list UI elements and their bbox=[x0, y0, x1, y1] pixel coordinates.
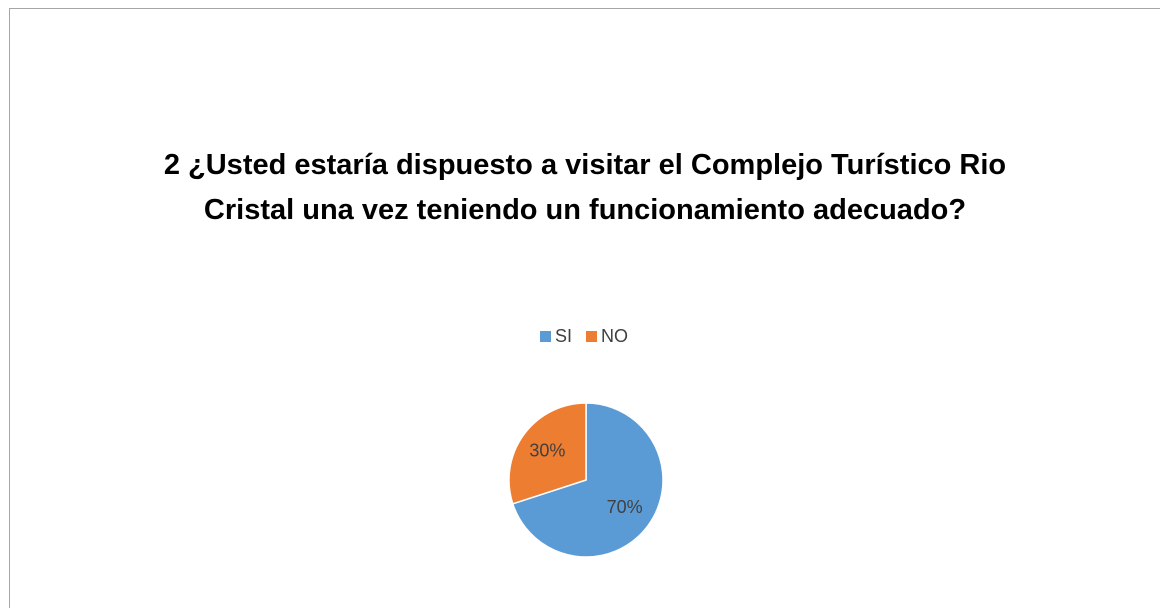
chart-title: 2 ¿Usted estaría dispuesto a visitar el … bbox=[163, 149, 1007, 226]
data-label: 70% bbox=[607, 497, 643, 517]
pie-slice bbox=[511, 402, 664, 558]
page: {"chart_data": {"type": "pie", "title": … bbox=[9, 8, 1160, 608]
data-label: 30% bbox=[529, 441, 565, 461]
legend-label: NO bbox=[601, 326, 628, 346]
legend-swatch bbox=[586, 331, 598, 342]
legend-swatch bbox=[540, 331, 551, 342]
chart: 70% 30% SI NO bbox=[508, 326, 664, 558]
chart-frame bbox=[9, 8, 1160, 608]
pie-slice bbox=[508, 402, 587, 505]
legend-label: SI bbox=[555, 326, 572, 346]
